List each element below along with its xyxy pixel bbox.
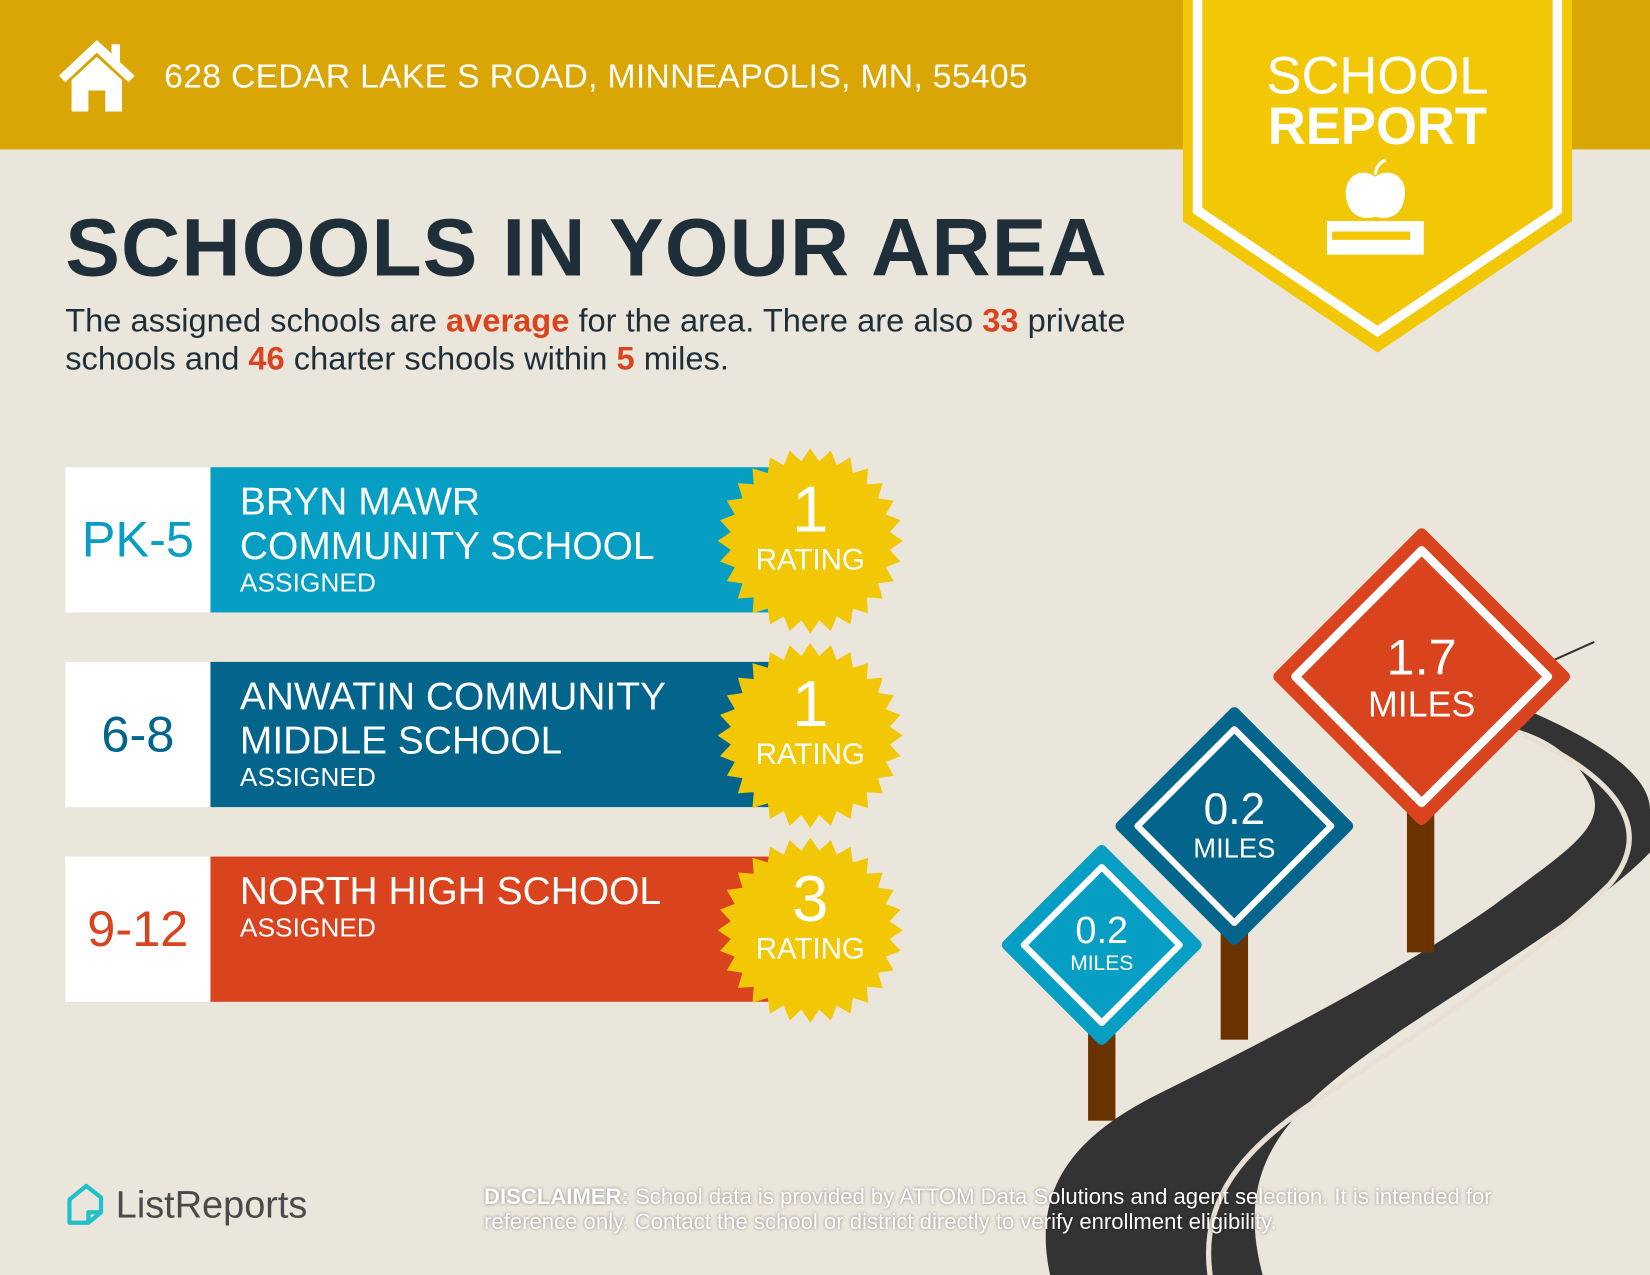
school-row: PK-5 BRYN MAWR COMMUNITY SCHOOL ASSIGNED [65, 467, 802, 613]
rating-badge: 3 RATING [717, 837, 903, 1023]
distance-sign: 1.7 MILES [1273, 528, 1571, 826]
assignment-status: ASSIGNED [239, 568, 376, 598]
distance-unit: MILES [1368, 685, 1475, 725]
distance-unit: MILES [1193, 833, 1275, 864]
quality-highlight: average [446, 302, 570, 339]
rating-label: RATING [755, 542, 865, 576]
badge-line1: SCHOOL [1266, 46, 1489, 106]
rating-label: RATING [755, 932, 865, 965]
house-icon [58, 39, 135, 112]
rating-label: RATING [755, 737, 865, 771]
school-row: 6-8 ANWATIN COMMUNITY MIDDLE SCHOOL ASSI… [65, 661, 802, 808]
road-lane-line [1206, 728, 1632, 1275]
private-count: 33 [982, 302, 1019, 339]
intro-t2: for the area. There are also [569, 302, 983, 339]
disclaimer: DISCLAIMER: School data is provided by A… [484, 1185, 1568, 1236]
badge-title: SCHOOL REPORT [1183, 46, 1572, 156]
rating-value: 1 [792, 668, 829, 741]
distance-value: 0.2 [1204, 785, 1265, 834]
rating-content: 1 RATING [718, 672, 903, 771]
distance-value: 1.7 [1387, 629, 1457, 686]
badge-line2: REPORT [1267, 96, 1488, 156]
disclaimer-label: DISCLAIMER: [484, 1184, 629, 1210]
distance-sign: 0.2 MILES [1115, 707, 1354, 945]
property-address: 628 CEDAR LAKE S ROAD, MINNEAPOLIS, MN, … [164, 56, 1028, 95]
school-band [210, 661, 800, 808]
school-row: 9-12 NORTH HIGH SCHOOL ASSIGNED [65, 856, 802, 1002]
starburst-icon [717, 642, 903, 829]
listreports-logo-icon [67, 1183, 104, 1225]
school-name: NORTH HIGH SCHOOL [239, 869, 662, 913]
school-band [210, 856, 800, 1002]
page-title: SCHOOLS IN YOUR AREA [65, 200, 1108, 294]
intro-t5: miles. [634, 339, 729, 377]
grade-range: 6-8 [65, 661, 211, 808]
starburst-icon [717, 448, 903, 634]
school-report-badge [1182, 0, 1573, 353]
assignment-status: ASSIGNED [239, 762, 376, 793]
grade-range: PK-5 [65, 467, 211, 613]
sign-post [1406, 810, 1435, 953]
rating-content: 1 RATING [718, 473, 903, 577]
rating-badge: 1 RATING [717, 642, 903, 829]
rating-value: 1 [792, 473, 829, 547]
intro-t3: private schools and [65, 302, 1126, 377]
logo-text: ListReports [115, 1182, 308, 1226]
rating-content: 3 RATING [718, 867, 903, 966]
distance-value: 0.2 [1075, 910, 1128, 952]
disclaimer-text: School data is provided by ATTOM Data So… [484, 1184, 1492, 1235]
grade-range: 9-12 [65, 856, 211, 1002]
road-signs-illustration: 0.2 MILES 0.2 MILES 1.7 MILES [1001, 528, 1650, 1275]
rating-badge: 1 RATING [717, 448, 903, 634]
apple-on-book-icon [1326, 158, 1424, 255]
rating-value: 3 [792, 862, 829, 936]
distance-unit: MILES [1070, 952, 1133, 975]
starburst-icon [717, 837, 903, 1023]
charter-count: 46 [248, 339, 285, 377]
distance-sign: 0.2 MILES [1001, 844, 1202, 1045]
school-name: BRYN MAWR COMMUNITY SCHOOL [239, 479, 655, 568]
intro-t1: The assigned schools are [65, 302, 447, 339]
listreports-logo: ListReports [65, 1183, 307, 1227]
road [1045, 705, 1650, 1275]
radius: 5 [616, 339, 635, 377]
school-band [210, 467, 800, 613]
school-name: ANWATIN COMMUNITY MIDDLE SCHOOL [239, 674, 666, 762]
assignment-status: ASSIGNED [239, 913, 376, 943]
intro-text: The assigned schools are average for the… [65, 302, 1180, 378]
intro-t4: charter schools within [284, 339, 617, 377]
